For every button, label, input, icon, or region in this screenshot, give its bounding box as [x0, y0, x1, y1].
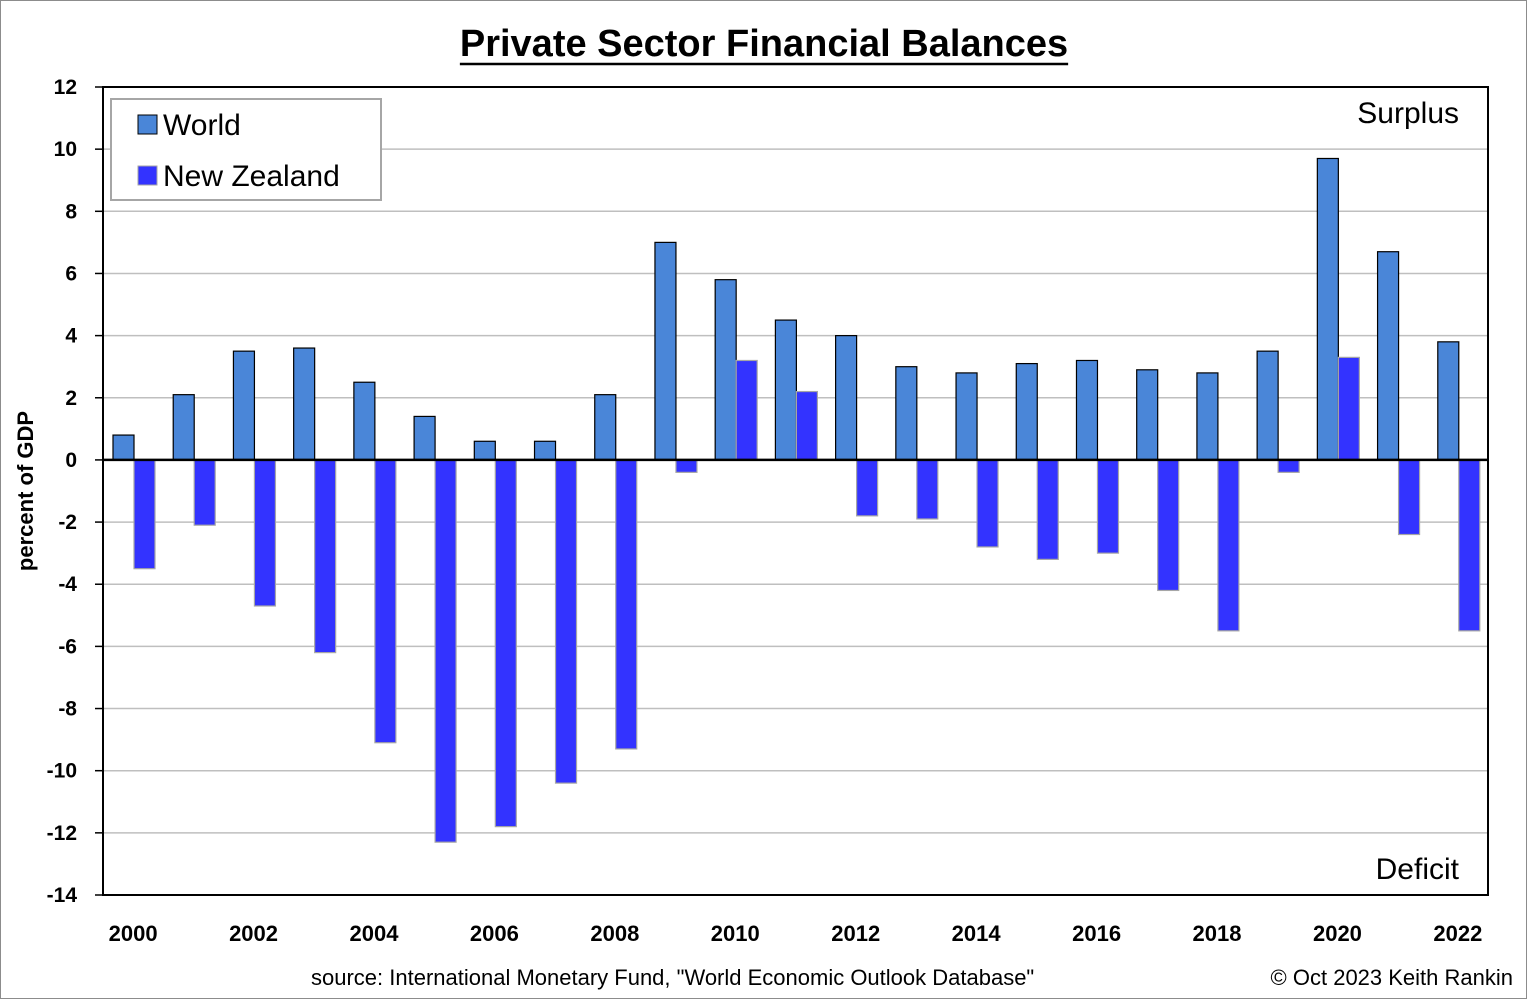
new-zealand-bar-2019 — [1277, 459, 1300, 473]
world-bar-2000 — [112, 434, 135, 461]
world-bar-2009 — [654, 241, 677, 461]
y-tick-label: 4 — [65, 325, 77, 348]
new-zealand-bar-2003 — [314, 459, 337, 654]
new-zealand-bar-2014 — [976, 459, 999, 548]
y-tick-label: -10 — [47, 760, 77, 783]
y-tick-label: 0 — [65, 449, 77, 472]
x-tick-label: 2014 — [952, 921, 1002, 946]
new-zealand-bar-2022 — [1458, 459, 1481, 632]
world-bar-2015 — [1015, 362, 1038, 461]
x-tick-label: 2002 — [229, 921, 278, 946]
legend-swatch-world — [137, 114, 158, 135]
x-tick-label: 2010 — [711, 921, 760, 946]
x-tick-labels: 2000 2002 2004 2006 2008 2010 2012 2014 2016 2018… — [109, 921, 1483, 946]
y-tick-label: -2 — [58, 511, 77, 534]
new-zealand-bar-2000 — [133, 459, 156, 570]
legend: World New Zealand — [110, 98, 382, 201]
world-bar-2013 — [895, 366, 918, 461]
x-tick-label: 2016 — [1072, 921, 1121, 946]
world-bar-2010 — [714, 279, 737, 461]
new-zealand-bar-2011 — [795, 390, 818, 461]
world-bar-2016 — [1075, 359, 1099, 461]
x-tick-label: 2008 — [590, 921, 639, 946]
world-bar-2017 — [1136, 369, 1159, 461]
new-zealand-bar-2008 — [615, 459, 638, 750]
y-tick-label: 10 — [54, 138, 77, 161]
world-bar-2012 — [835, 335, 858, 461]
world-bar-2006 — [473, 440, 496, 461]
world-bar-2018 — [1196, 372, 1219, 461]
new-zealand-bar-2013 — [916, 459, 939, 520]
world-bar-2019 — [1256, 350, 1279, 461]
credit-note: © Oct 2023 Keith Rankin — [1271, 965, 1513, 990]
axes — [102, 86, 1489, 896]
new-zealand-bar-2016 — [1096, 459, 1120, 554]
y-tick-label: -12 — [47, 822, 77, 845]
y-tick-label: 6 — [65, 262, 77, 285]
world-bar-2004 — [353, 381, 376, 461]
world-bar-2021 — [1376, 251, 1400, 461]
world-bar-2008 — [594, 394, 617, 461]
plot-area-border — [102, 86, 1489, 896]
y-tick-label: -14 — [47, 884, 78, 907]
x-tick-label: 2000 — [109, 921, 158, 946]
y-axis-label: percent of GDP — [13, 411, 38, 571]
x-tick-label: 2020 — [1313, 921, 1362, 946]
new-zealand-bar-2009 — [675, 459, 698, 473]
world-bar-2011 — [774, 319, 797, 461]
world-bar-2020 — [1316, 157, 1339, 461]
x-tick-label: 2018 — [1193, 921, 1242, 946]
surplus-annotation: Surplus — [1357, 97, 1459, 130]
y-tick-label: -4 — [58, 573, 77, 596]
y-tick-label: 2 — [65, 387, 77, 410]
y-tick-label: 12 — [54, 76, 77, 99]
new-zealand-bar-2010 — [735, 359, 758, 461]
y-tick-label: -6 — [58, 635, 77, 658]
deficit-annotation: Deficit — [1376, 853, 1460, 886]
new-zealand-bar-2007 — [554, 459, 578, 784]
new-zealand-bar-2018 — [1217, 459, 1240, 632]
world-bar-2007 — [533, 440, 557, 461]
legend-label-new-zealand: New Zealand — [163, 160, 340, 193]
legend-swatch-new-zealand — [137, 165, 158, 186]
new-zealand-bar-2015 — [1036, 459, 1059, 560]
world-bar-2014 — [955, 372, 978, 461]
new-zealand-bar-2017 — [1157, 459, 1180, 592]
chart-title: Private Sector Financial Balances — [460, 23, 1068, 65]
gridlines — [95, 86, 1488, 896]
world-bar-2022 — [1437, 341, 1460, 461]
world-bar-2001 — [172, 394, 195, 461]
y-tick-label: -8 — [58, 698, 77, 721]
x-tick-label: 2022 — [1433, 921, 1482, 946]
new-zealand-bar-2020 — [1337, 356, 1360, 461]
bars — [112, 157, 1481, 843]
world-bar-2003 — [293, 347, 316, 461]
y-tick-labels: 12 10 8 6 4 2 0 -2 -4 -6 -8 -10 -12 -14 — [47, 76, 78, 907]
x-tick-label: 2006 — [470, 921, 519, 946]
new-zealand-bar-2006 — [494, 459, 517, 828]
new-zealand-bar-2005 — [434, 459, 457, 843]
world-bar-2005 — [413, 415, 436, 461]
y-tick-label: 8 — [65, 200, 77, 223]
new-zealand-bar-2004 — [374, 459, 397, 744]
world-bar-2002 — [232, 350, 256, 461]
new-zealand-bar-2002 — [253, 459, 277, 607]
source-note: source: International Monetary Fund, "Wo… — [311, 965, 1034, 990]
new-zealand-bar-2001 — [193, 459, 216, 526]
x-tick-label: 2004 — [350, 921, 400, 946]
x-tick-label: 2012 — [831, 921, 880, 946]
new-zealand-bar-2021 — [1397, 459, 1421, 536]
new-zealand-bar-2012 — [856, 459, 879, 517]
legend-label-world: World — [163, 109, 241, 142]
